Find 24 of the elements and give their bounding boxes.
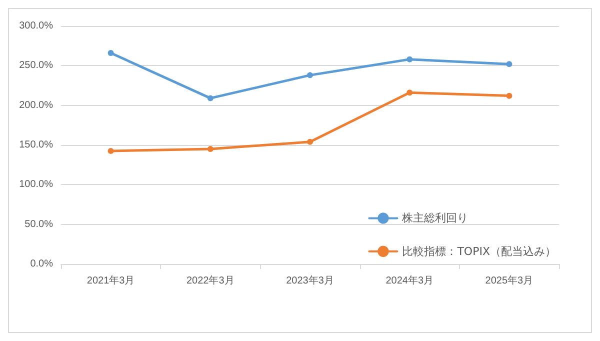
point [207, 146, 214, 152]
y-tick-label: 100.0% [19, 179, 54, 190]
x-tick-label: 2021年3月 [86, 274, 135, 286]
point [406, 56, 413, 62]
point [506, 61, 512, 68]
legend-label: 株主総利回り [401, 212, 468, 225]
point [506, 92, 512, 99]
point [307, 72, 313, 78]
point [307, 138, 313, 145]
point [108, 50, 114, 56]
y-tick-label: 150.0% [19, 140, 54, 150]
y-tick-label: 300.0% [19, 20, 54, 32]
point [406, 90, 413, 96]
point [108, 148, 114, 154]
legend-label: 比較指標：TOPIX（配当込み） [402, 244, 556, 258]
y-tick-label: 200.0% [19, 100, 54, 111]
y-tick-label: 250.0% [19, 60, 54, 72]
x-tick-label: 2024年3月 [386, 274, 434, 286]
x-tick-label: 2025年3月 [485, 274, 534, 286]
point [207, 95, 214, 102]
y-tick-label: 0.0% [30, 258, 54, 270]
y-tick-label: 50.0% [24, 218, 54, 230]
x-tick-label: 2022年3月 [186, 274, 234, 286]
x-tick-label: 2023年3月 [286, 274, 334, 286]
